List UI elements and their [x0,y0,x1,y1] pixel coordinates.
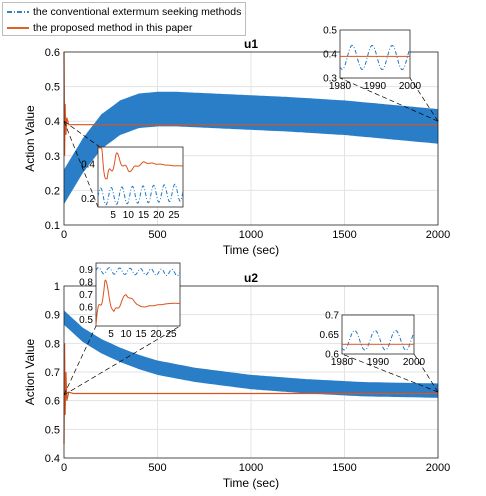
inset-x-tick-label: 1980 [331,357,354,368]
x-tick-label: 500 [148,462,166,474]
zoom-connector [63,325,181,396]
y-tick-label: 0.1 [45,220,60,232]
inset-x-tick-label: 1980 [329,81,352,92]
y-tick-label: 0.9 [45,310,60,322]
series-proposed-line [63,51,438,156]
y-tick-label: 0.5 [45,424,60,436]
x-tick-label: 2000 [426,229,450,241]
x-axis-label: Time (sec) [223,476,279,490]
legend-item-proposed: the proposed method in this paper [7,20,192,36]
inset-x-tick-label: 2000 [399,81,422,92]
y-axis-label: Action Value [23,338,37,405]
inset-series-proposed [98,147,183,180]
x-tick-label: 0 [61,229,67,241]
axes-frame [63,285,439,459]
inset-y-tick-label: 0.2 [81,194,95,205]
inset-x-tick-label: 10 [120,329,132,340]
legend: the conventional extermum seeking method… [2,2,246,36]
x-tick-label: 1000 [239,229,263,241]
y-tick-label: 0.4 [45,116,60,128]
series-conventional-band [64,91,438,205]
inset-x-tick-label: 2000 [403,357,426,368]
x-tick-label: 1500 [332,462,356,474]
inset-series-conventional [341,329,415,351]
y-axis-label: Action Value [23,105,37,172]
inset-y-tick-label: 0.7 [79,290,93,301]
inset-series-conventional [97,183,184,206]
x-tick-label: 1000 [239,462,263,474]
chart-title: u2 [244,271,258,285]
inset-x-tick-label: 25 [168,210,180,221]
x-tick-label: 0 [61,462,67,474]
inset-series-conventional [339,44,411,71]
inset-y-tick-label: 0.4 [81,160,95,171]
y-tick-label: 0.6 [45,396,60,408]
inset-series-proposed [95,279,180,326]
zoom-connector [409,77,439,122]
axes-frame [63,51,439,226]
x-tick-label: 500 [148,229,166,241]
zoom-connector [339,77,439,122]
y-tick-label: 0.7 [45,367,60,379]
x-axis-label: Time (sec) [223,243,279,257]
y-tick-label: 0.8 [45,338,60,350]
y-tick-label: 0.5 [45,82,60,94]
inset-x-tick-label: 5 [110,210,116,221]
inset-y-tick-label: 0.9 [79,265,93,276]
inset-y-tick-label: 0.5 [323,26,337,37]
x-tick-label: 2000 [426,462,450,474]
inset-y-tick-label: 0.6 [79,303,93,314]
inset-x-tick-label: 20 [150,329,162,340]
inset-x-tick-label: 20 [153,210,165,221]
inset-axes [339,29,411,79]
inset-y-tick-label: 0.4 [323,50,337,61]
inset-x-tick-label: 1990 [364,81,387,92]
inset-y-tick-label: 0.7 [325,311,339,322]
zoom-connector [341,353,439,393]
inset-x-tick-label: 10 [123,210,135,221]
inset-x-tick-label: 1990 [367,357,390,368]
legend-label-conventional: the conventional extermum seeking method… [33,6,242,18]
zoom-connector [63,121,99,208]
zoom-connector [63,325,97,396]
inset-x-tick-label: 15 [135,329,147,340]
x-tick-label: 1500 [332,229,356,241]
y-tick-label: 0.6 [45,47,60,59]
y-tick-label: 0.4 [45,453,60,465]
inset-x-tick-label: 25 [165,329,177,340]
inset-y-tick-label: 0.65 [320,330,340,341]
legend-item-conventional: the conventional extermum seeking method… [7,4,241,20]
inset-axes [97,146,184,208]
inset-x-tick-label: 15 [138,210,150,221]
inset-y-tick-label: 0.6 [325,350,339,361]
inset-y-tick-label: 0.3 [323,74,337,85]
chart-title: u1 [244,37,258,51]
inset-y-tick-label: 0.5 [79,315,93,326]
y-tick-label: 1 [54,281,60,293]
y-tick-label: 0.2 [45,185,60,197]
dash-dot-line-icon [7,11,29,13]
inset-axes [341,314,415,355]
series-proposed-line [63,343,438,444]
series-conventional-band [64,310,438,398]
solid-line-icon [7,27,29,29]
inset-axes [95,262,181,327]
inset-y-tick-label: 0.8 [79,277,93,288]
inset-x-tick-label: 5 [108,329,114,340]
legend-label-proposed: the proposed method in this paper [33,22,193,34]
y-tick-label: 0.3 [45,151,60,163]
